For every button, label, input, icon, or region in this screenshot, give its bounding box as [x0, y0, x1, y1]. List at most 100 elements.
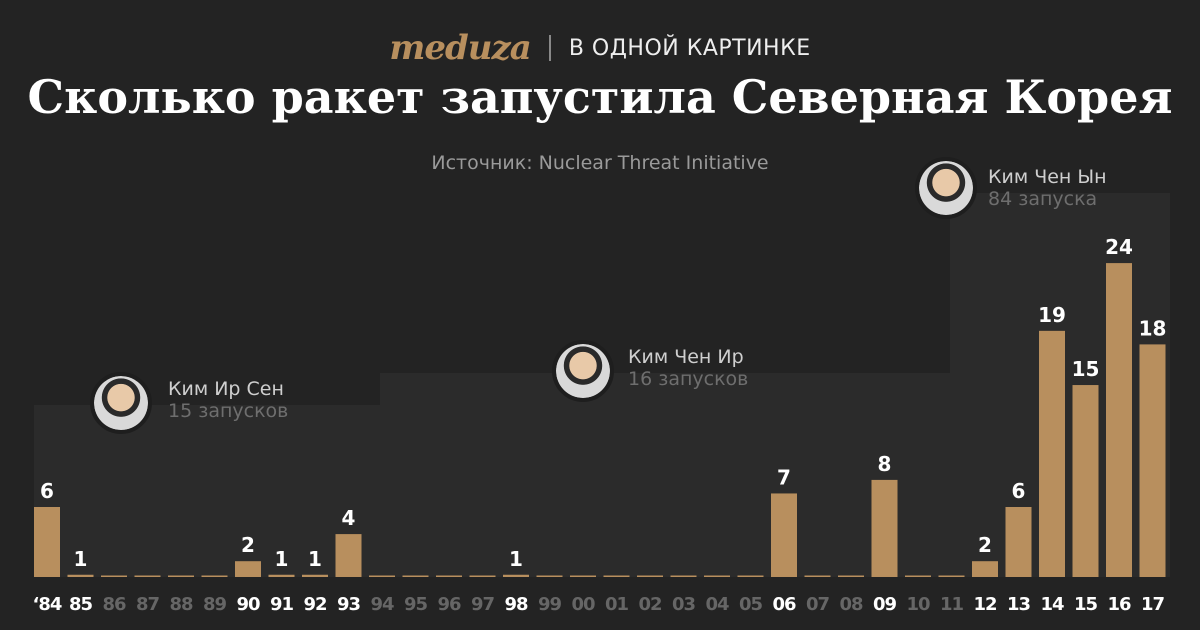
- data-label: 8: [878, 452, 892, 476]
- bar-89: [201, 575, 228, 577]
- bar-04: [704, 575, 730, 577]
- bar-92: [302, 574, 328, 577]
- avatar-kim-jong-il: [552, 340, 614, 402]
- bar-10: [905, 575, 931, 577]
- x-tick-label: 99: [538, 594, 562, 615]
- x-tick-label: 09: [873, 594, 897, 615]
- bar-91: [268, 574, 295, 577]
- divider: [548, 35, 551, 61]
- x-tick-label: 88: [169, 594, 193, 615]
- x-tick-label: 94: [370, 594, 394, 615]
- x-tick-label: 00: [571, 594, 595, 615]
- x-tick-label: 11: [940, 594, 964, 615]
- x-tick-label: 98: [504, 594, 528, 615]
- x-tick-label: 12: [973, 594, 996, 615]
- data-label: 15: [1072, 357, 1100, 381]
- x-tick-label: 01: [605, 594, 629, 615]
- x-tick-label: 06: [772, 594, 796, 615]
- x-tick-label: 95: [404, 594, 428, 615]
- bar-13: [1005, 507, 1032, 577]
- x-tick-label: 04: [705, 594, 729, 615]
- bar-93: [335, 534, 362, 577]
- bar-15: [1072, 385, 1099, 577]
- bar-03: [670, 575, 697, 577]
- x-tick-label: 05: [739, 594, 763, 615]
- data-label: 1: [509, 547, 523, 571]
- bar-14: [1039, 330, 1065, 577]
- rubric: В ОДНОЙ КАРТИНКЕ: [568, 35, 811, 61]
- x-tick-label: 93: [337, 594, 361, 615]
- x-tick-label: 92: [303, 594, 326, 615]
- x-tick-label: 02: [638, 594, 661, 615]
- bar-98: [503, 574, 529, 577]
- bar-12: [972, 561, 998, 577]
- data-label: 2: [241, 533, 255, 557]
- leader-label-1: Ким Чен Ир 16 запусков: [628, 346, 748, 390]
- x-tick-label: 14: [1040, 594, 1064, 615]
- x-tick-label: 90: [236, 594, 260, 615]
- header: meduza В ОДНОЙ КАРТИНКЕ: [0, 28, 1200, 68]
- era-panel-0: [34, 405, 380, 577]
- x-tick-label: 97: [471, 594, 495, 615]
- x-tick-label: 13: [1007, 594, 1031, 615]
- bar-‘84: [34, 507, 60, 577]
- x-tick-label: 03: [672, 594, 696, 615]
- bar-94: [369, 575, 395, 577]
- bar-97: [469, 575, 496, 577]
- data-label: 2: [978, 533, 992, 557]
- bar-85: [67, 574, 94, 577]
- bar-90: [235, 561, 261, 577]
- data-label: 19: [1038, 303, 1066, 327]
- data-label: 1: [308, 547, 322, 571]
- x-tick-label: 15: [1074, 594, 1098, 615]
- leader-name: Ким Чен Ын: [988, 166, 1107, 188]
- x-tick-label: 87: [136, 594, 160, 615]
- leader-name: Ким Чен Ир: [628, 346, 744, 368]
- avatar-kim-jong-un: [915, 157, 977, 219]
- bar-95: [402, 575, 429, 577]
- x-tick-label: 08: [839, 594, 863, 615]
- x-tick-label: ‘84: [33, 594, 62, 615]
- leader-count: 15 запусков: [168, 400, 289, 422]
- data-label: 18: [1139, 316, 1167, 340]
- bar-16: [1106, 263, 1132, 577]
- data-label: 1: [275, 547, 289, 571]
- avatar-kim-il-sung: [90, 372, 152, 434]
- bar-96: [436, 575, 462, 577]
- x-tick-label: 17: [1141, 594, 1165, 615]
- x-tick-label: 07: [806, 594, 830, 615]
- data-label: 7: [777, 465, 791, 489]
- data-label: 4: [342, 506, 356, 530]
- x-tick-label: 86: [102, 594, 126, 615]
- bar-88: [168, 575, 194, 577]
- bar-87: [134, 575, 161, 577]
- x-tick-label: 10: [906, 594, 930, 615]
- chart-source: Источник: Nuclear Threat Initiative: [431, 152, 769, 174]
- leader-label-2: Ким Чен Ын 84 запуска: [988, 166, 1107, 210]
- era-panel-1: [380, 373, 950, 577]
- leader-count: 16 запусков: [628, 368, 749, 390]
- bar-17: [1139, 344, 1166, 577]
- data-label: 1: [74, 547, 88, 571]
- leader-name: Ким Ир Сен: [168, 378, 284, 400]
- x-tick-label: 96: [437, 594, 461, 615]
- x-tick-label: 16: [1107, 594, 1131, 615]
- x-tick-label: 89: [203, 594, 227, 615]
- leader-count: 84 запуска: [988, 188, 1098, 210]
- bar-86: [101, 575, 127, 577]
- bar-05: [737, 575, 764, 577]
- bar-99: [536, 575, 563, 577]
- x-tick-label: 85: [69, 594, 93, 615]
- bar-11: [938, 575, 965, 577]
- data-label: 6: [1012, 479, 1026, 503]
- data-label: 24: [1105, 235, 1133, 259]
- chart-title: Сколько ракет запустила Северная Корея: [27, 70, 1173, 124]
- bar-09: [871, 479, 898, 577]
- bar-01: [603, 575, 630, 577]
- data-label: 6: [40, 479, 54, 503]
- bar-07: [804, 575, 831, 577]
- bar-02: [637, 575, 663, 577]
- leader-label-0: Ким Ир Сен 15 запусков: [168, 378, 288, 422]
- bar-00: [570, 575, 596, 577]
